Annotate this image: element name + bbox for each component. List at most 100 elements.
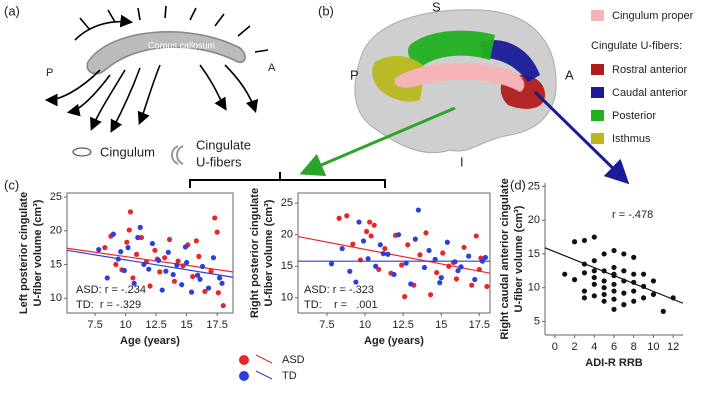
point <box>171 278 178 284</box>
x-axis-label: Age (years) <box>364 335 424 347</box>
point <box>437 280 443 286</box>
legend-label: Cingulate <box>196 137 251 152</box>
y-tick-label: 25 <box>50 191 62 203</box>
y-tick-label: 20 <box>50 225 62 237</box>
point <box>611 306 617 312</box>
annotation: ASD: r = -.323 <box>304 284 374 296</box>
plot-frame <box>297 192 491 314</box>
point <box>137 224 143 230</box>
legend-label: TD <box>282 370 297 382</box>
y-tick-label: 5 <box>534 315 540 327</box>
y-tick-label: 15 <box>281 260 293 272</box>
point <box>360 238 367 244</box>
y-tick-label: 25 <box>528 180 540 192</box>
bracket <box>189 172 386 188</box>
point <box>367 219 373 225</box>
point <box>118 249 124 255</box>
point <box>110 231 116 237</box>
point <box>210 255 217 261</box>
point <box>482 254 489 261</box>
point <box>174 262 180 268</box>
legend-swatch <box>591 64 604 75</box>
x-tick-label: 17.5 <box>469 319 490 331</box>
point <box>377 242 383 248</box>
point <box>611 281 617 287</box>
direction-label: A <box>565 67 574 82</box>
legend-marker <box>239 355 249 365</box>
point <box>202 288 208 295</box>
point <box>415 207 421 213</box>
x-tick-label: 2 <box>572 341 578 353</box>
point <box>353 279 359 285</box>
point <box>188 289 195 295</box>
point <box>380 251 386 257</box>
point <box>650 278 657 284</box>
point <box>611 264 617 271</box>
point <box>193 238 199 244</box>
x-tick-label: 7.5 <box>319 319 334 331</box>
plot-frame <box>66 192 234 314</box>
point <box>466 253 472 259</box>
point <box>133 251 140 257</box>
y-axis-label: U-fiber volume (cm³) <box>32 199 44 306</box>
point <box>621 251 627 257</box>
point <box>130 275 136 281</box>
point <box>601 278 607 284</box>
point <box>159 287 165 293</box>
point <box>149 240 156 247</box>
point <box>631 298 637 304</box>
legend-label: Posterior <box>612 110 656 122</box>
direction-label: A <box>268 62 276 74</box>
point <box>452 259 458 265</box>
point <box>444 239 450 245</box>
brain-region <box>408 30 495 68</box>
point <box>611 288 617 294</box>
corpus-label: Corpus callosum <box>148 40 215 50</box>
point <box>455 268 461 274</box>
annotation: TD: r = -.329 <box>76 299 141 311</box>
y-tick-label: 10 <box>281 292 293 304</box>
point <box>347 268 353 274</box>
point <box>484 283 490 290</box>
point <box>412 236 418 242</box>
legend-label: ASD <box>282 354 305 366</box>
point <box>660 308 666 314</box>
point <box>621 302 627 308</box>
point <box>650 291 657 298</box>
point <box>440 250 446 256</box>
cingulum <box>394 63 525 92</box>
panel-label: (d) <box>510 177 526 192</box>
annotation: ASD: r = -.234 <box>76 284 146 296</box>
legend-marker <box>239 371 249 381</box>
point <box>458 264 464 270</box>
point <box>469 282 475 288</box>
point <box>371 222 377 228</box>
point <box>621 268 627 274</box>
x-tick-label: 15 <box>435 319 447 331</box>
point <box>581 237 588 244</box>
point <box>96 247 102 253</box>
legend-swatch <box>591 87 604 98</box>
point <box>571 277 578 283</box>
x-axis-label: Age (years) <box>120 335 180 347</box>
point <box>385 251 391 257</box>
point <box>135 234 141 241</box>
corpus-diagram <box>44 5 269 133</box>
y-tick-label: 10 <box>528 282 540 294</box>
point <box>591 268 597 274</box>
point <box>344 213 350 219</box>
legend: Cingulum proper Cingulate U-fibers: Rostra… <box>591 10 694 145</box>
point <box>104 275 110 281</box>
point <box>621 290 627 296</box>
legend-label: U-fibers <box>196 154 242 169</box>
point <box>155 257 162 264</box>
legend-label: Caudal anterior <box>612 87 688 99</box>
point <box>152 247 158 253</box>
u-fiber-icon <box>171 145 184 165</box>
point <box>631 271 637 277</box>
x-tick-label: 10 <box>359 319 371 331</box>
point <box>427 292 434 298</box>
point <box>125 245 131 251</box>
legend-swatch <box>591 10 604 21</box>
